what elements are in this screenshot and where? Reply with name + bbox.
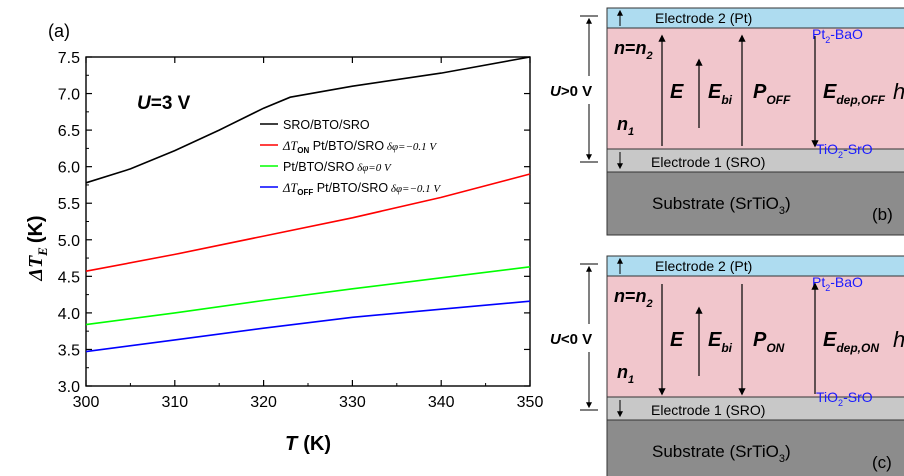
y-tick-label: 3.0 (58, 379, 80, 396)
panel-label: (b) (872, 205, 893, 224)
ferroelectric-layer (606, 27, 904, 150)
x-tick-label: 310 (161, 394, 188, 411)
y-tick-label: 7.5 (58, 50, 80, 67)
legend-label: SRO/BTO/SRO (283, 118, 370, 132)
substrate-layer (606, 419, 904, 476)
y-tick-label: 6.5 (58, 123, 80, 140)
ferroelectric-layer (606, 275, 904, 398)
legend-label: Pt/BTO/SRO δφ=0 V (283, 160, 392, 174)
electrode-2-label: Electrode 2 (Pt) (655, 10, 752, 26)
substrate-label: Substrate (SrTiO3) (652, 194, 791, 217)
series-line (85, 300, 531, 353)
substrate-label: Substrate (SrTiO3) (652, 442, 791, 465)
electrode-1-label: Electrode 1 (SRO) (651, 402, 765, 418)
series-line (85, 266, 531, 326)
field-label: E (670, 81, 684, 103)
y-axis-title: ΔTE(K) (25, 215, 50, 281)
y-tick-label: 5.5 (58, 196, 80, 213)
panel-label: (c) (872, 453, 892, 472)
electrode-2-layer (606, 255, 904, 277)
field-label: Edep,ON (823, 329, 879, 355)
y-tick-label: 4.0 (58, 306, 80, 323)
voltage-annotation: U=3 V (137, 93, 191, 114)
x-tick-label: 320 (250, 394, 277, 411)
diagram-b: Electrode 2 (Pt) Pt2-BaO Electrode 1 (SRO)… (550, 7, 904, 236)
series-line (85, 173, 531, 272)
x-tick-label: 340 (428, 394, 455, 411)
substrate-layer (606, 171, 904, 236)
legend: SRO/BTO/SRO ΔTON Pt/BTO/SRO δφ=−0.1 V Pt/B… (260, 118, 441, 197)
y-tick-label: 4.5 (58, 269, 80, 286)
n-bottom-label: n1 (617, 114, 634, 138)
panel-label-a: (a) (48, 21, 70, 41)
x-axis-title: T (K) (285, 433, 331, 455)
n-top-label: n=n2 (614, 286, 653, 310)
interface-bottom-label: TiO2-SrO (816, 141, 873, 160)
x-axis: 300 310 320 330 340 350 (73, 57, 544, 411)
voltage-label: U>0 V (550, 83, 592, 100)
field-label: E (670, 329, 684, 351)
field-label: Ebi (708, 81, 733, 107)
n-top-label: n=n2 (614, 38, 653, 62)
thickness-label: h (893, 327, 904, 352)
electrode-2-label: Electrode 2 (Pt) (655, 258, 752, 274)
field-label: PON (753, 329, 785, 355)
field-label: POFF (753, 81, 791, 107)
x-tick-label: 350 (517, 394, 544, 411)
y-tick-label: 6.0 (58, 160, 80, 177)
electrode-1-label: Electrode 1 (SRO) (651, 154, 765, 170)
x-tick-label: 330 (339, 394, 366, 411)
interface-top-label: Pt2-BaO (812, 26, 863, 45)
voltage-label: U<0 V (550, 331, 592, 348)
field-label: Edep,OFF (823, 81, 886, 107)
n-bottom-label: n1 (617, 362, 634, 386)
line-chart: (a) 3.0 3.5 4.0 4.5 5.0 5.5 6.0 6.5 7.0 7.5 300 31… (25, 21, 543, 455)
legend-label: ΔTOFF Pt/BTO/SRO δφ=−0.1 V (282, 181, 441, 197)
y-tick-label: 3.5 (58, 342, 80, 359)
series-lines (85, 56, 531, 353)
series-line (85, 56, 531, 184)
field-label: Ebi (708, 329, 733, 355)
electrode-2-layer (606, 7, 904, 29)
thickness-label: h (893, 79, 904, 104)
interface-bottom-label: TiO2-SrO (816, 389, 873, 408)
y-tick-label: 7.0 (58, 87, 80, 104)
y-axis: 3.0 3.5 4.0 4.5 5.0 5.5 6.0 6.5 7.0 7.5 (58, 50, 530, 396)
y-tick-label: 5.0 (58, 233, 80, 250)
x-tick-label: 300 (73, 394, 100, 411)
legend-label: ΔTON Pt/BTO/SRO δφ=−0.1 V (282, 139, 437, 155)
